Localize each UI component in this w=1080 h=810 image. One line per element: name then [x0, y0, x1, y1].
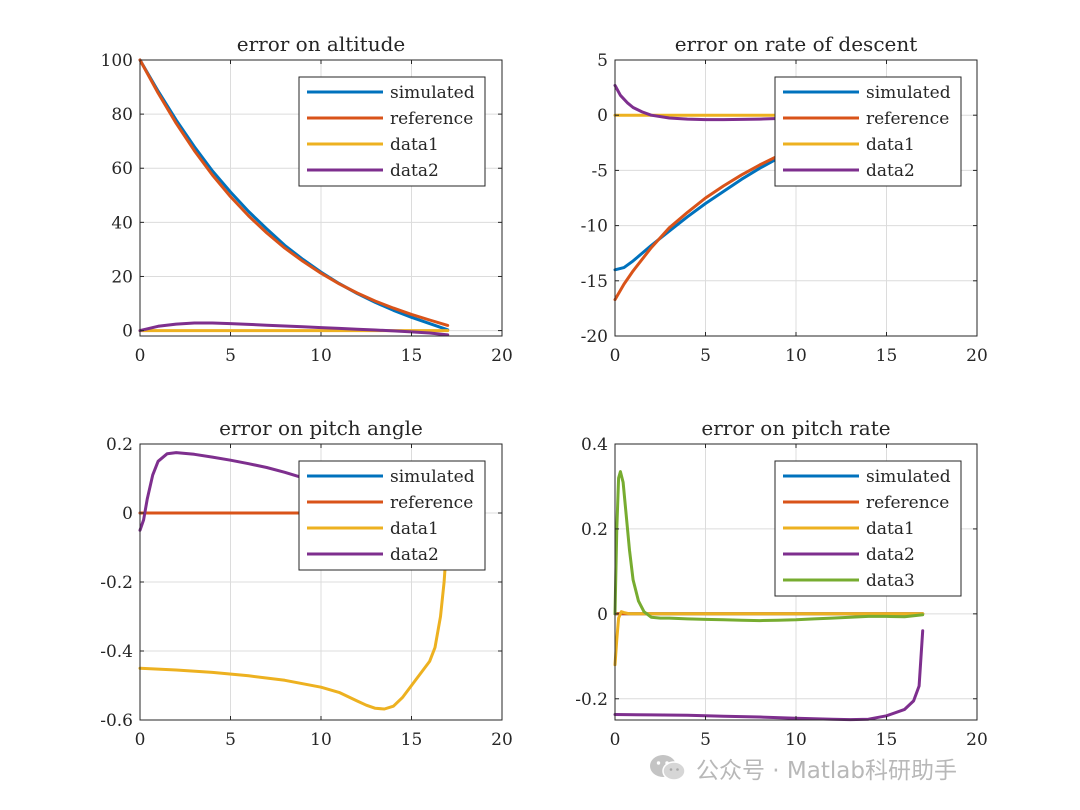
subplot-altitude: 0 5 10 15 20 0 20 40 60 80 100 error on altitude sim… — [101, 32, 513, 366]
y-tick-label: -5 — [591, 161, 608, 181]
x-tick-label: 10 — [785, 346, 807, 366]
y-tick-label: 20 — [111, 267, 133, 287]
x-tick-label: 5 — [700, 346, 711, 366]
subplot-pitch_angle: 0 5 10 15 20 -0.6 -0.4 -0.2 0 0.2 error on pitch a… — [100, 416, 513, 750]
legend-label-reference: reference — [390, 109, 473, 129]
y-tick-label: 0 — [597, 106, 608, 126]
x-tick-label: 10 — [785, 730, 807, 750]
wechat-icon — [650, 755, 686, 781]
y-tick-label: 80 — [111, 105, 133, 125]
legend-box — [774, 460, 962, 597]
watermark: 公众号 · Matlab科研助手 — [648, 750, 957, 786]
x-tick-label: 0 — [610, 730, 621, 750]
x-tick-label: 20 — [966, 346, 988, 366]
legend-label-reference: reference — [866, 109, 949, 129]
legend-label-data3: data3 — [866, 571, 915, 591]
y-tick-label: -15 — [581, 272, 608, 292]
x-tick-label: 5 — [225, 730, 236, 750]
x-tick-label: 15 — [401, 730, 423, 750]
series-line-reference — [138, 58, 450, 327]
subplot-descent: 0 5 10 15 20 -20 -15 -10 -5 0 5 error on rate of de… — [581, 32, 988, 366]
legend-label-data1: data1 — [866, 519, 915, 539]
legend-label-data1: data1 — [866, 135, 915, 155]
x-tick-label: 15 — [876, 730, 898, 750]
series-line-simulated — [138, 58, 450, 332]
legend-label-data2: data2 — [866, 161, 915, 181]
y-tick-label: -0.2 — [575, 690, 608, 710]
series-line-data2 — [138, 321, 450, 337]
legend: simulated reference data1 data2 data3 — [774, 460, 962, 597]
y-tick-label: 40 — [111, 213, 133, 233]
y-tick-label: 0 — [122, 504, 133, 524]
chart-title: error on altitude — [237, 32, 406, 56]
legend-label-data2: data2 — [866, 545, 915, 565]
x-tick-label: 15 — [401, 346, 423, 366]
legend-label-data1: data1 — [390, 519, 439, 539]
x-tick-label: 0 — [135, 346, 146, 366]
chart-title: error on pitch rate — [701, 416, 890, 440]
y-tick-label: 100 — [101, 51, 133, 71]
x-tick-label: 5 — [700, 730, 711, 750]
legend-label-simulated: simulated — [866, 83, 951, 103]
legend-box — [298, 460, 486, 571]
y-tick-label: -0.4 — [100, 642, 133, 662]
y-tick-label: 0.4 — [581, 435, 608, 455]
x-tick-label: 0 — [610, 346, 621, 366]
legend: simulated reference data1 data2 — [774, 76, 962, 187]
legend-box — [774, 76, 962, 187]
series-line-data1 — [138, 528, 450, 711]
series-line-data2 — [613, 629, 925, 722]
y-tick-label: 60 — [111, 159, 133, 179]
watermark-text: 公众号 · Matlab科研助手 — [696, 758, 957, 784]
series-line-data3 — [613, 470, 925, 623]
y-tick-label: -10 — [581, 217, 608, 237]
x-tick-label: 20 — [491, 730, 513, 750]
x-tick-label: 5 — [225, 346, 236, 366]
legend-label-simulated: simulated — [390, 83, 475, 103]
legend: simulated reference data1 data2 — [298, 76, 486, 187]
legend-label-simulated: simulated — [866, 467, 951, 487]
x-tick-label: 20 — [491, 346, 513, 366]
x-tick-label: 20 — [966, 730, 988, 750]
y-tick-label: 0.2 — [581, 520, 608, 540]
legend-label-data2: data2 — [390, 545, 439, 565]
series-line-data1 — [613, 610, 925, 667]
chart-title: error on rate of descent — [675, 32, 918, 56]
x-tick-label: 0 — [135, 730, 146, 750]
chart-title: error on pitch angle — [219, 416, 423, 440]
y-tick-label: -0.6 — [100, 711, 133, 731]
y-tick-label: -0.2 — [100, 573, 133, 593]
x-tick-label: 15 — [876, 346, 898, 366]
y-tick-label: 5 — [597, 51, 608, 71]
legend-label-data1: data1 — [390, 135, 439, 155]
y-tick-label: 0 — [597, 605, 608, 625]
legend-label-simulated: simulated — [390, 467, 475, 487]
y-tick-label: -20 — [581, 327, 608, 347]
y-tick-label: 0 — [122, 322, 133, 342]
legend-label-reference: reference — [866, 493, 949, 513]
legend: simulated reference data1 data2 — [298, 460, 486, 571]
legend-label-reference: reference — [390, 493, 473, 513]
x-tick-label: 10 — [310, 730, 332, 750]
legend-label-data2: data2 — [390, 161, 439, 181]
y-tick-label: 0.2 — [106, 435, 133, 455]
legend-box — [298, 76, 486, 187]
x-tick-label: 10 — [310, 346, 332, 366]
